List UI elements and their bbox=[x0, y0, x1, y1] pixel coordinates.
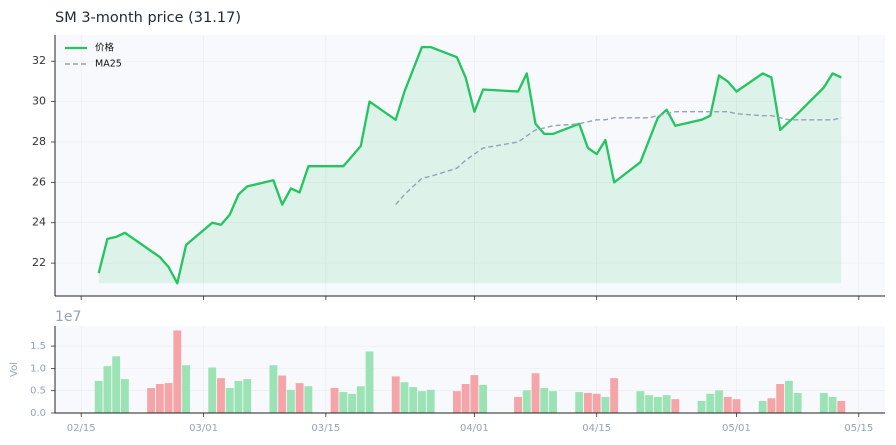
volume-bar bbox=[295, 383, 304, 413]
volume-bar bbox=[584, 392, 592, 413]
volume-bar bbox=[391, 376, 400, 413]
volume-bar bbox=[837, 400, 846, 413]
y-tick-label: 32 bbox=[32, 54, 46, 67]
x-tick-label: 05/15 bbox=[844, 423, 873, 434]
volume-bar bbox=[365, 351, 374, 413]
volume-bar bbox=[479, 384, 488, 413]
volume-bar bbox=[645, 395, 654, 413]
y-tick-label: 1.0 bbox=[30, 363, 46, 374]
volume-bar bbox=[155, 384, 164, 413]
x-tick-label: 03/01 bbox=[189, 423, 218, 434]
y-tick-label: 0.0 bbox=[30, 408, 46, 419]
volume-bar bbox=[636, 391, 645, 413]
volume-bar bbox=[776, 384, 785, 413]
volume-bar bbox=[164, 383, 173, 413]
y-tick-label: 30 bbox=[32, 95, 46, 108]
volume-bar bbox=[348, 393, 356, 413]
volume-bar bbox=[208, 367, 217, 413]
plot-background bbox=[55, 326, 885, 413]
volume-bar bbox=[94, 380, 103, 413]
volume-bar bbox=[225, 388, 234, 413]
x-tick-label: 04/15 bbox=[582, 423, 611, 434]
volume-bar bbox=[400, 382, 409, 413]
volume-bar bbox=[601, 396, 610, 413]
volume-bar bbox=[671, 399, 680, 413]
volume-bar bbox=[234, 380, 243, 413]
volume-bar bbox=[592, 393, 601, 413]
volume-bar bbox=[549, 391, 557, 413]
chart-title: SM 3-month price (31.17) bbox=[55, 10, 241, 26]
volume-bar bbox=[278, 375, 287, 413]
volume-bar bbox=[732, 399, 741, 413]
volume-bar bbox=[339, 392, 348, 413]
volume-bar bbox=[715, 390, 723, 413]
volume-bar bbox=[662, 395, 671, 413]
volume-bar bbox=[330, 388, 339, 413]
series-line bbox=[97, 45, 842, 285]
volume-bar bbox=[723, 396, 732, 413]
volume-bar bbox=[793, 392, 802, 413]
y-axis-label: Vol bbox=[9, 362, 20, 377]
axis-offset-label: 1e7 bbox=[55, 309, 81, 325]
volume-bar bbox=[828, 396, 837, 413]
volume-bar bbox=[452, 391, 461, 413]
y-tick-label: 1.5 bbox=[30, 341, 46, 352]
area-fill bbox=[98, 47, 842, 284]
legend-label: MA25 bbox=[95, 59, 122, 70]
volume-bar bbox=[470, 375, 479, 413]
volume-bar bbox=[426, 389, 435, 413]
volume-bar bbox=[461, 384, 470, 413]
volume-bar bbox=[356, 386, 365, 413]
volume-bar bbox=[217, 378, 225, 413]
volume-bar bbox=[120, 379, 129, 413]
volume-bar bbox=[819, 392, 828, 413]
volume-bar bbox=[758, 400, 767, 413]
y-tick-label: 28 bbox=[32, 135, 46, 148]
volume-bar bbox=[286, 389, 295, 413]
volume-bar bbox=[540, 388, 549, 413]
volume-bar bbox=[103, 366, 112, 413]
y-tick-label: 24 bbox=[32, 216, 46, 229]
volume-bar bbox=[409, 387, 418, 413]
volume-bar bbox=[112, 356, 121, 413]
volume-bar bbox=[575, 392, 584, 413]
volume-bar bbox=[182, 365, 190, 413]
plot-background bbox=[55, 35, 885, 296]
volume-bar bbox=[304, 386, 313, 413]
volume-bar bbox=[697, 400, 706, 413]
volume-bar bbox=[269, 365, 278, 413]
volume-bar bbox=[531, 373, 540, 413]
series-line bbox=[395, 111, 842, 206]
y-tick-label: 22 bbox=[32, 256, 46, 269]
x-tick-label: 03/15 bbox=[311, 423, 340, 434]
volume-bar bbox=[522, 390, 531, 413]
legend-label: 价格 bbox=[95, 42, 115, 54]
volume-bar bbox=[418, 391, 426, 413]
volume-bar bbox=[706, 393, 715, 413]
volume-bar bbox=[784, 380, 793, 413]
volume-bar bbox=[514, 396, 522, 413]
volume-bar bbox=[610, 378, 619, 413]
volume-bar bbox=[147, 388, 156, 413]
volume-bar bbox=[243, 379, 252, 413]
volume-bar bbox=[173, 330, 182, 413]
y-tick-label: 0.5 bbox=[30, 386, 46, 397]
y-tick-label: 26 bbox=[32, 175, 46, 188]
x-tick-label: 02/15 bbox=[67, 423, 96, 434]
x-tick-label: 04/01 bbox=[460, 423, 489, 434]
volume-bar bbox=[767, 398, 776, 413]
x-tick-label: 05/01 bbox=[722, 423, 751, 434]
volume-bar bbox=[653, 396, 662, 413]
